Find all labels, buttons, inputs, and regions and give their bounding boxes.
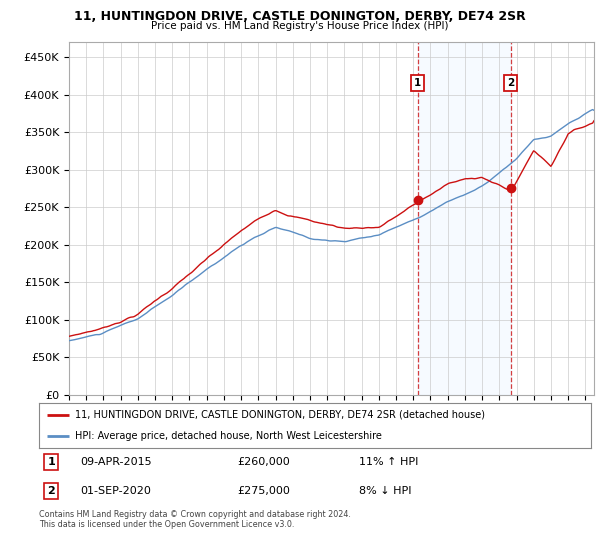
Text: 2: 2 bbox=[47, 486, 55, 496]
Text: 11% ↑ HPI: 11% ↑ HPI bbox=[359, 457, 419, 467]
Bar bbox=[418, 42, 511, 395]
Text: 1: 1 bbox=[47, 457, 55, 467]
Text: 01-SEP-2020: 01-SEP-2020 bbox=[80, 486, 151, 496]
Text: HPI: Average price, detached house, North West Leicestershire: HPI: Average price, detached house, Nort… bbox=[75, 431, 382, 441]
Text: Price paid vs. HM Land Registry's House Price Index (HPI): Price paid vs. HM Land Registry's House … bbox=[151, 21, 449, 31]
Text: Contains HM Land Registry data © Crown copyright and database right 2024.
This d: Contains HM Land Registry data © Crown c… bbox=[39, 510, 351, 529]
Text: £260,000: £260,000 bbox=[238, 457, 290, 467]
Text: 11, HUNTINGDON DRIVE, CASTLE DONINGTON, DERBY, DE74 2SR (detached house): 11, HUNTINGDON DRIVE, CASTLE DONINGTON, … bbox=[75, 410, 485, 420]
Text: £275,000: £275,000 bbox=[238, 486, 290, 496]
Text: 8% ↓ HPI: 8% ↓ HPI bbox=[359, 486, 412, 496]
Text: 09-APR-2015: 09-APR-2015 bbox=[80, 457, 152, 467]
Text: 1: 1 bbox=[414, 78, 421, 88]
Text: 2: 2 bbox=[507, 78, 514, 88]
Text: 11, HUNTINGDON DRIVE, CASTLE DONINGTON, DERBY, DE74 2SR: 11, HUNTINGDON DRIVE, CASTLE DONINGTON, … bbox=[74, 10, 526, 23]
